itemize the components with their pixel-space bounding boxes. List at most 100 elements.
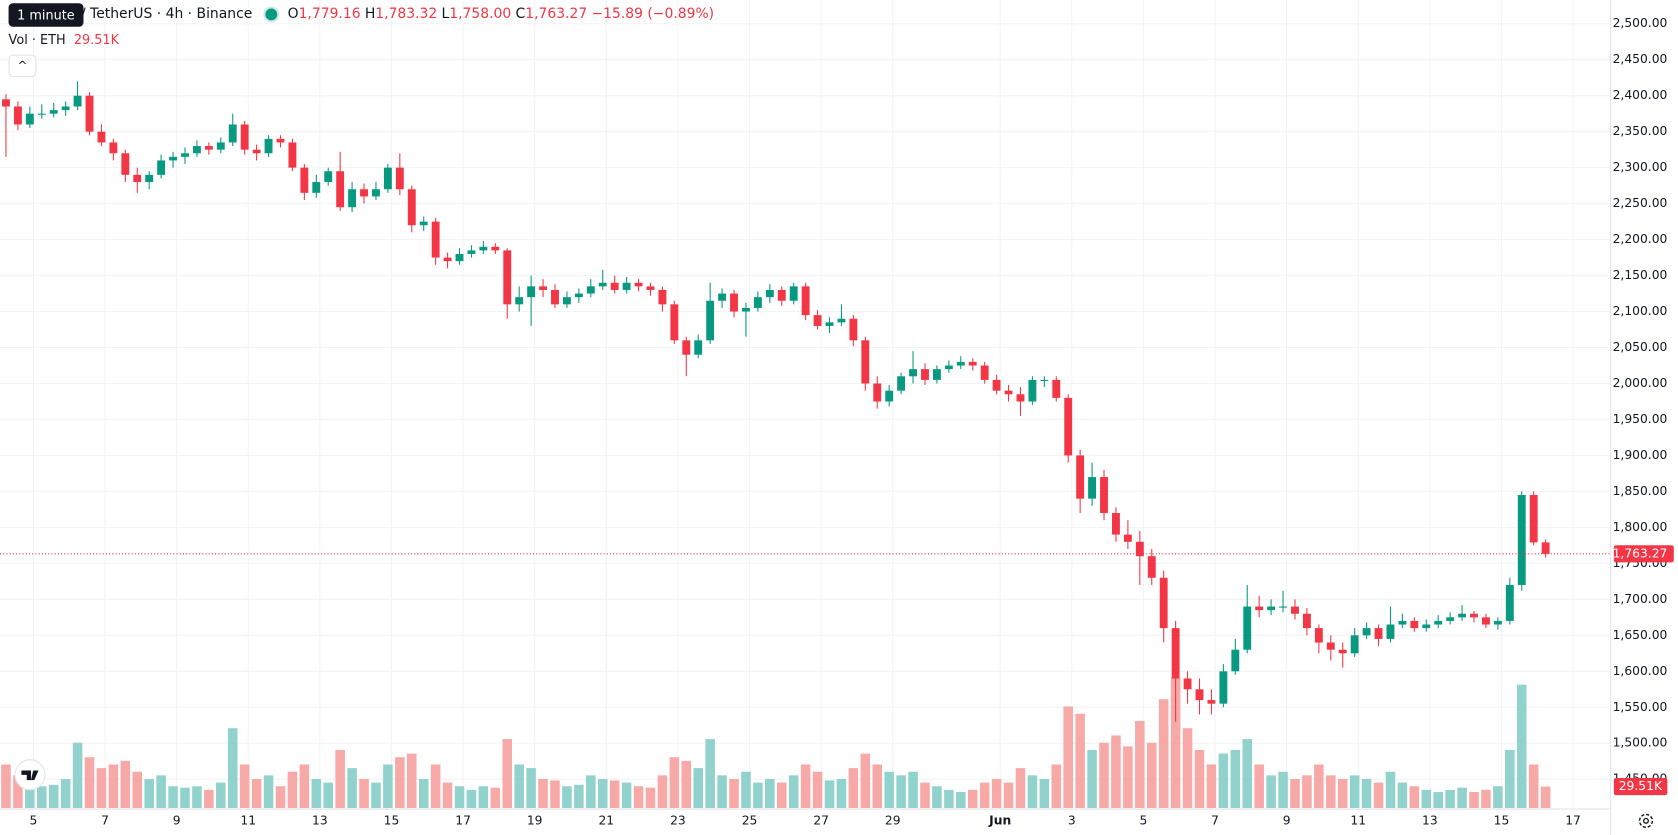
candle-body [336,171,345,208]
candle-body [276,138,285,143]
volume-bar [967,789,978,809]
candle-body [1517,495,1526,585]
x-tick-label: 19 [527,813,543,827]
volume-bar [1135,720,1145,809]
candle-body [706,300,715,341]
settings-icon[interactable] [1638,813,1654,828]
volume-bar [96,768,107,809]
x-tick-label: 9 [173,813,181,827]
volume-bar [1481,789,1491,809]
volume-bar [765,778,775,809]
candle-body [1493,620,1502,625]
low-value: 1,758.00 [449,6,512,23]
volume-bar [705,739,715,809]
volume-bar [860,753,871,809]
candle-body [574,293,583,298]
candle-body [1482,617,1490,625]
ohlc-key: L [441,6,450,23]
x-tick-label: 15 [384,813,400,827]
volume-legend: Vol · ETH 29.51K [9,32,119,47]
candle-body [1422,624,1431,629]
volume-bar [1218,753,1229,809]
volume-bar [251,778,262,809]
candle-body [1195,689,1204,701]
candle-body [133,174,142,183]
candle-body [121,153,130,175]
volume-bar [216,782,226,809]
volume-bar [1230,749,1241,809]
candle-body [1159,577,1168,629]
volume-bar [908,771,918,809]
volume-bar [1146,742,1157,809]
volume-bar [1528,764,1539,809]
volume-bar [884,771,894,809]
candle-body [1147,556,1156,578]
candle-body [109,142,118,154]
volume-bar [1254,764,1264,809]
candle-body [1219,671,1228,704]
x-tick-label: 15 [1494,813,1510,827]
volume-bar [60,778,71,809]
volume-bar [836,778,847,809]
y-tick-label: 2,200.00 [1613,232,1668,246]
volume-bar [1051,764,1062,809]
candle-body [1243,606,1252,650]
volume-bar [1170,677,1181,809]
candle-body [395,167,404,190]
x-tick-label: 7 [1211,813,1219,827]
volume-bar [108,764,119,809]
volume-bar [741,771,751,809]
x-tick-label: 17 [1565,813,1581,827]
volume-bar [1015,768,1026,809]
volume-bar [311,778,322,809]
y-tick-label: 2,250.00 [1613,196,1668,210]
candle-body [145,174,154,183]
close-value: 1,763.27 [525,6,588,23]
volume-bar [25,782,35,809]
candle-body [539,286,547,290]
volume-bar [717,775,727,809]
volume-bar [1266,775,1276,809]
y-tick-label: 2,100.00 [1613,304,1668,318]
volume-bar [1314,764,1324,809]
collapse-button[interactable]: ^ [8,54,37,78]
price-tag-label: 1,763.27 [1613,546,1668,560]
candle-body [873,383,882,402]
candle-body [1016,394,1025,402]
volume-bar [586,775,596,809]
logo-mark [21,770,39,781]
x-tick-label: 13 [1422,813,1438,827]
y-tick-label: 1,600.00 [1613,664,1668,678]
volume-bar [1003,782,1014,809]
candle-body [443,257,452,262]
volume-bar [991,778,1002,809]
candle-body [1291,606,1299,614]
candle-body [169,156,178,161]
candle-body [730,293,738,312]
volume-bar [538,778,548,809]
candle-body [407,189,416,226]
candle-body [1350,635,1359,654]
volume-bar [1075,713,1085,809]
volume-bar [788,775,799,809]
candle-body [25,113,34,125]
candle-body [1279,606,1287,608]
volume-bar [729,778,739,809]
candle-body [885,390,894,402]
candle-body [658,289,667,305]
candle-body [789,286,798,301]
volume-bar [526,768,536,809]
y-tick-label: 2,000.00 [1613,376,1668,390]
candle-body [634,282,643,287]
volume-bar [1373,782,1384,809]
volume-bar [812,771,823,809]
candle-body [551,289,559,305]
volume-bar [633,786,644,809]
candle-body [1434,620,1443,625]
candle-body [264,138,273,154]
volume-bar [920,782,930,809]
candle-body [1028,379,1037,402]
volume-bar [442,782,453,809]
candle-body [1171,628,1180,679]
